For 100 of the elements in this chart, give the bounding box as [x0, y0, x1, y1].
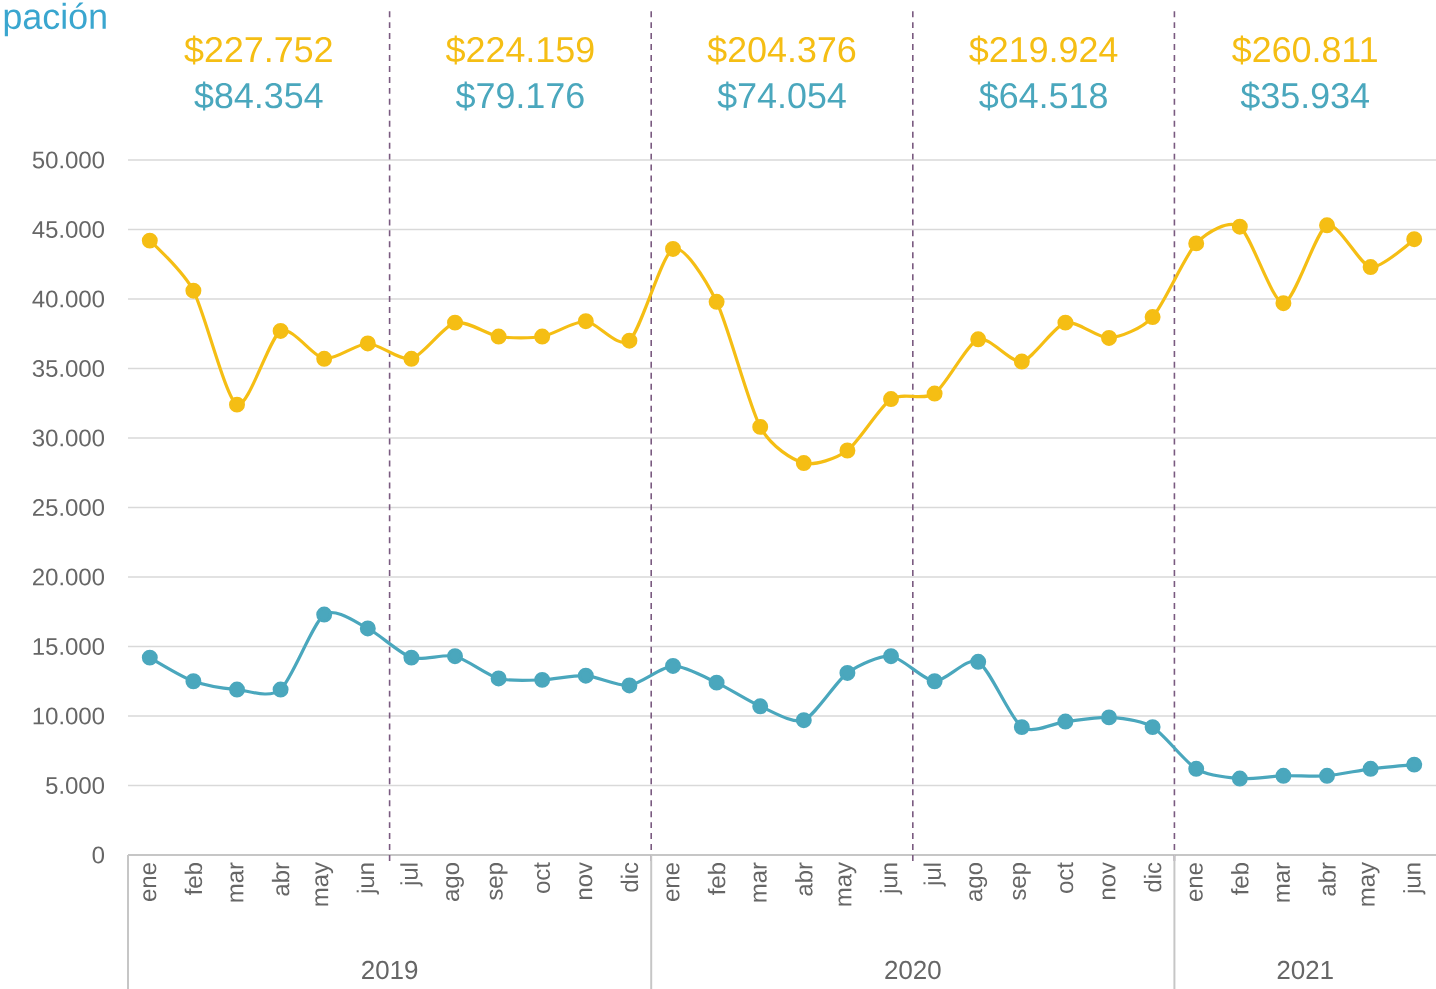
- point: [359, 335, 376, 352]
- point: [970, 653, 987, 670]
- point: [1188, 760, 1205, 777]
- point: [1319, 217, 1335, 234]
- point: [621, 677, 638, 694]
- x-tick-label: feb: [1231, 863, 1249, 895]
- text: 2020: [885, 960, 941, 980]
- y-tick-label: 35.000: [32, 360, 105, 377]
- x-tick-label: ene: [143, 863, 157, 901]
- text: $84.354: [194, 81, 323, 111]
- point: [1057, 314, 1074, 331]
- x-tick-label: abr: [795, 862, 813, 896]
- text: $224.159: [445, 35, 594, 65]
- x-tick-label: jun: [879, 863, 903, 895]
- x-tick-label: ago: [446, 863, 464, 901]
- point: [1275, 295, 1292, 312]
- x-tick-label: sep: [1012, 863, 1031, 900]
- point: [316, 606, 333, 623]
- point: [795, 455, 812, 471]
- point: [1101, 329, 1117, 346]
- point: [795, 712, 812, 729]
- y-tick-label: 30.000: [32, 429, 105, 447]
- point: [272, 681, 289, 698]
- point: [970, 331, 987, 348]
- text: $227.752: [184, 35, 332, 65]
- x-tick-label: oct: [534, 862, 551, 893]
- point: [1362, 259, 1379, 276]
- point: [403, 649, 420, 666]
- point: [1275, 767, 1292, 784]
- x-tick-label: jun: [1403, 863, 1426, 895]
- point: [1319, 767, 1335, 784]
- x-tick-label: jul: [923, 863, 946, 887]
- y-tick-label: 25.000: [33, 499, 105, 516]
- point: [708, 293, 725, 310]
- point: [708, 674, 725, 691]
- point: [534, 328, 551, 345]
- point: [1188, 235, 1205, 252]
- point: [883, 648, 899, 665]
- x-tick-label: oct: [1057, 862, 1074, 893]
- text: $204.376: [707, 35, 856, 65]
- point: [1406, 756, 1423, 773]
- y-tick-label: 45.000: [32, 221, 105, 238]
- y-tick-label: 50.000: [32, 151, 105, 169]
- point: [1057, 713, 1074, 730]
- point: [577, 313, 594, 330]
- point: [185, 282, 202, 299]
- y-tick-label: 20.000: [33, 568, 105, 586]
- point: [577, 667, 594, 684]
- point: [621, 332, 638, 349]
- point: [883, 391, 899, 408]
- point: [839, 442, 856, 459]
- point: [229, 681, 245, 698]
- point: [1144, 719, 1161, 736]
- point: [1101, 709, 1117, 726]
- text: $260.811: [1232, 35, 1377, 65]
- point: [926, 673, 943, 690]
- x-tick-label: jul: [400, 863, 423, 887]
- point: [665, 657, 681, 674]
- point: [447, 314, 463, 331]
- point: [1144, 309, 1161, 326]
- y-tick-label: 40.000: [32, 290, 105, 308]
- point: [1406, 231, 1423, 248]
- point: [839, 664, 856, 681]
- point: [665, 240, 681, 257]
- point: [1231, 770, 1248, 787]
- point: [316, 350, 333, 367]
- point: [359, 620, 376, 637]
- text: $35.934: [1240, 81, 1369, 111]
- x-tick-label: abr: [271, 862, 290, 896]
- point: [1013, 719, 1030, 736]
- x-tick-label: jun: [356, 863, 379, 895]
- x-tick-label: ene: [1189, 863, 1203, 901]
- x-tick-label: ene: [666, 863, 680, 901]
- y-tick-label: 5.000: [46, 777, 105, 794]
- x-tick-label: feb: [707, 863, 726, 895]
- y-tick-label: 15.000: [33, 638, 105, 655]
- chart-title: pación: [4, 2, 106, 37]
- x-tick-label: nov: [579, 862, 593, 899]
- point: [1362, 760, 1379, 777]
- x-tick-label: may: [315, 862, 334, 906]
- x-tick-label: mar: [1276, 862, 1290, 902]
- point: [752, 418, 769, 435]
- x-tick-label: feb: [184, 863, 203, 895]
- x-tick-label: abr: [1318, 862, 1336, 896]
- point: [141, 649, 158, 666]
- y-tick-label: 0: [92, 846, 105, 864]
- point: [141, 232, 158, 249]
- point: [447, 648, 463, 665]
- x-tick-label: mar: [753, 862, 767, 902]
- text: $79.176: [455, 81, 584, 111]
- point: [490, 328, 507, 345]
- x-tick-label: mar: [230, 862, 244, 902]
- text: 2021: [1277, 960, 1333, 980]
- point: [1013, 353, 1030, 370]
- text: $64.518: [979, 81, 1107, 111]
- x-tick-label: ago: [969, 863, 988, 901]
- point: [272, 322, 289, 339]
- point: [752, 698, 769, 715]
- point: [490, 670, 507, 687]
- y-tick-label: 10.000: [33, 707, 105, 725]
